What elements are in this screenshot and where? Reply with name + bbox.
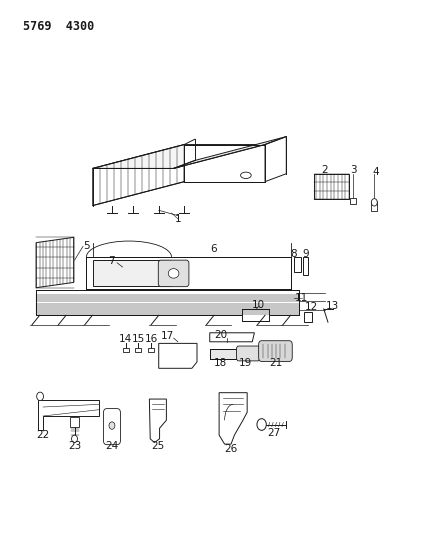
Polygon shape [93,144,184,206]
Text: 10: 10 [252,300,265,310]
Polygon shape [184,144,265,182]
Text: 13: 13 [326,301,339,311]
Polygon shape [149,399,166,442]
Text: 15: 15 [132,334,145,344]
Polygon shape [294,257,301,272]
Text: 23: 23 [68,441,81,451]
Text: 24: 24 [105,441,119,451]
Polygon shape [86,257,291,289]
Polygon shape [219,393,247,444]
Text: 21: 21 [269,358,282,368]
Text: 2: 2 [321,165,328,175]
Text: 6: 6 [211,244,217,254]
FancyBboxPatch shape [259,341,292,361]
Bar [135,348,141,352]
Polygon shape [93,144,265,168]
Polygon shape [38,400,99,430]
Polygon shape [304,312,312,322]
Text: 25: 25 [151,441,164,451]
Polygon shape [265,136,286,182]
Text: 16: 16 [144,334,158,344]
Text: 20: 20 [214,330,227,341]
Ellipse shape [241,172,251,179]
Text: 18: 18 [214,358,227,368]
FancyBboxPatch shape [104,409,120,445]
Circle shape [37,392,44,401]
Text: 4: 4 [372,167,379,177]
Text: 12: 12 [304,302,318,312]
Text: 14: 14 [119,334,132,344]
Polygon shape [159,343,197,368]
Text: 8: 8 [291,249,297,259]
Bar [70,417,79,426]
Ellipse shape [109,422,115,429]
Polygon shape [36,290,299,316]
Polygon shape [174,136,286,168]
Polygon shape [36,237,74,288]
Bar [350,198,357,205]
Polygon shape [210,349,238,359]
FancyBboxPatch shape [237,346,260,361]
Text: 26: 26 [224,445,238,455]
Polygon shape [303,257,309,275]
Text: 3: 3 [350,165,357,175]
Polygon shape [242,309,269,320]
Text: 17: 17 [160,332,174,342]
Polygon shape [93,260,172,286]
Text: 1: 1 [175,214,181,224]
Text: 5769  4300: 5769 4300 [23,20,94,33]
Text: 11: 11 [295,293,308,303]
Bar [122,348,128,352]
Text: 19: 19 [239,358,253,368]
Circle shape [71,435,77,442]
Ellipse shape [257,419,266,430]
Circle shape [372,199,377,206]
Bar [148,348,154,352]
Text: 7: 7 [108,256,114,266]
Bar [372,201,377,211]
Text: 22: 22 [36,430,50,440]
Text: 5: 5 [83,241,90,252]
Ellipse shape [168,269,179,278]
Text: 27: 27 [267,428,280,438]
Text: 9: 9 [303,249,309,259]
Polygon shape [210,333,254,342]
Polygon shape [314,174,349,199]
FancyBboxPatch shape [158,260,189,287]
